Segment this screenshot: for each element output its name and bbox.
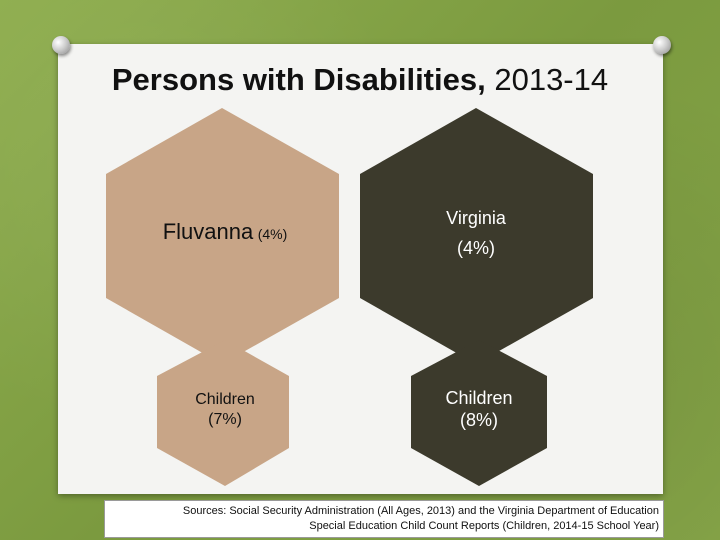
title-bold: Persons with Disabilities, — [111, 62, 486, 97]
fluvanna-label: Fluvanna (4%) — [130, 218, 320, 246]
virginia-name: Virginia — [446, 208, 506, 228]
pushpin-icon — [52, 36, 70, 54]
virginia-children-pct: (8%) — [459, 410, 498, 430]
slide-title: Persons with Disabilities, 2013-14 — [0, 62, 720, 98]
title-year: 2013-14 — [494, 62, 609, 97]
virginia-label: Virginia (4%) — [416, 203, 536, 263]
virginia-children-label: Children (8%) — [419, 387, 539, 431]
sources-line-2: Special Education Child Count Reports (C… — [309, 520, 659, 532]
fluvanna-children-pct: (7%) — [208, 411, 242, 428]
sources-box: Sources: Social Security Administration … — [104, 500, 664, 538]
fluvanna-children-title: Children — [195, 391, 255, 408]
sources-line-1: Sources: Social Security Administration … — [182, 505, 659, 517]
fluvanna-children-label: Children (7%) — [165, 390, 285, 430]
fluvanna-hexagon — [106, 108, 339, 364]
virginia-hexagon — [360, 108, 593, 364]
virginia-children-title: Children — [445, 388, 513, 408]
virginia-children-hexagon — [411, 340, 547, 486]
virginia-pct: (4%) — [456, 238, 495, 258]
fluvanna-pct: (4%) — [257, 226, 288, 242]
pushpin-icon — [653, 36, 671, 54]
fluvanna-name: Fluvanna — [162, 219, 254, 244]
fluvanna-children-hexagon — [157, 340, 289, 486]
